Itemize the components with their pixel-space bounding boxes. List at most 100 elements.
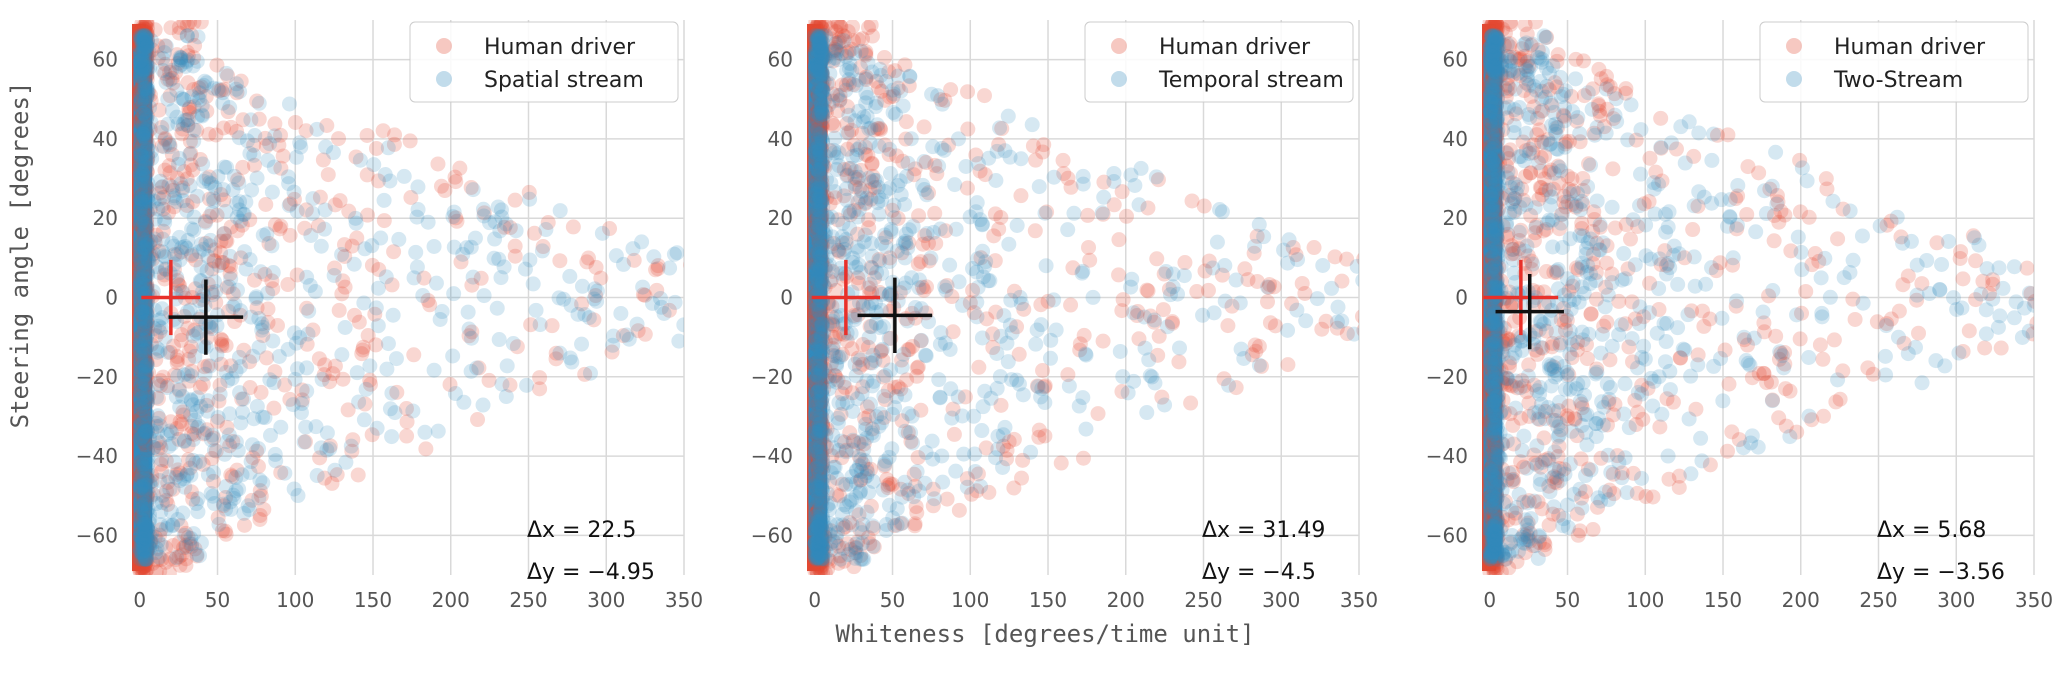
human-driver-point — [831, 242, 847, 258]
human-driver-point — [812, 539, 828, 555]
model-point — [878, 517, 894, 533]
human-driver-point — [814, 191, 830, 207]
human-driver-point — [1489, 531, 1505, 547]
human-driver-point — [837, 379, 853, 395]
model-point — [814, 50, 830, 66]
human-driver-point — [971, 359, 987, 375]
model-point — [838, 49, 854, 65]
human-driver-point — [1968, 253, 1984, 269]
model-point — [810, 49, 826, 65]
human-driver-point — [1025, 138, 1041, 154]
human-driver-point — [1487, 269, 1503, 285]
legend-marker — [436, 38, 452, 54]
model-point — [858, 194, 874, 210]
human-driver-point — [849, 172, 865, 188]
human-driver-point — [144, 42, 160, 58]
human-driver-point — [1569, 428, 1585, 444]
model-point — [948, 463, 964, 479]
model-point — [137, 516, 153, 532]
human-driver-point — [195, 376, 211, 392]
model-point — [923, 250, 939, 266]
human-driver-point — [139, 372, 155, 388]
human-driver-point — [1515, 192, 1531, 208]
human-driver-point — [1488, 464, 1504, 480]
y-tick-label: −40 — [76, 444, 118, 468]
human-driver-point — [157, 132, 173, 148]
model-point — [815, 71, 831, 87]
human-driver-point — [812, 531, 828, 547]
human-driver-point — [1487, 72, 1503, 88]
model-point — [139, 339, 155, 355]
model-point — [134, 228, 150, 244]
model-point — [813, 61, 829, 77]
human-driver-point — [235, 159, 251, 175]
model-point — [137, 551, 153, 567]
model-point — [136, 199, 152, 215]
human-driver-point — [1546, 412, 1562, 428]
model-point — [135, 551, 151, 567]
human-driver-point — [155, 223, 171, 239]
human-driver-point — [132, 216, 148, 232]
model-point — [815, 48, 831, 64]
human-driver-point — [135, 33, 151, 49]
model-point — [232, 194, 248, 210]
human-driver-point — [887, 379, 903, 395]
human-driver-point — [814, 409, 830, 425]
human-driver-point — [1538, 182, 1554, 198]
human-driver-point — [139, 153, 155, 169]
model-point — [810, 142, 826, 158]
human-driver-point — [1573, 451, 1589, 467]
model-point — [656, 305, 672, 321]
model-point — [186, 122, 202, 138]
model-point — [209, 347, 225, 363]
human-driver-point — [945, 401, 961, 417]
human-driver-point — [132, 86, 148, 102]
human-driver-point — [138, 178, 154, 194]
model-point — [133, 535, 149, 551]
model-point — [132, 242, 148, 258]
model-point — [818, 520, 834, 536]
human-driver-point — [1661, 471, 1677, 487]
human-driver-point — [863, 191, 879, 207]
human-driver-point — [1499, 371, 1515, 387]
model-point — [815, 220, 831, 236]
human-driver-point — [813, 65, 829, 81]
human-driver-point — [1484, 173, 1500, 189]
human-driver-point — [133, 188, 149, 204]
model-point — [1131, 197, 1147, 213]
human-driver-point — [368, 337, 384, 353]
model-point — [139, 135, 155, 151]
model-point — [815, 67, 831, 83]
human-driver-point — [134, 344, 150, 360]
model-point — [605, 337, 621, 353]
model-point — [814, 66, 830, 82]
model-point — [814, 44, 830, 60]
human-driver-point — [810, 565, 826, 575]
model-point — [882, 180, 898, 196]
model-point — [808, 262, 824, 278]
human-driver-point — [1484, 553, 1500, 569]
human-driver-point — [1484, 320, 1500, 336]
model-point — [810, 534, 826, 550]
model-point — [185, 58, 201, 74]
human-driver-point — [133, 160, 149, 176]
human-driver-point — [1710, 127, 1726, 143]
model-point — [861, 299, 877, 315]
human-driver-point — [139, 391, 155, 407]
human-driver-point — [810, 282, 826, 298]
human-driver-point — [812, 64, 828, 80]
model-point — [813, 104, 829, 120]
model-point — [890, 177, 906, 193]
model-point — [138, 330, 154, 346]
human-driver-point — [812, 541, 828, 557]
model-point — [137, 366, 153, 382]
human-driver-point — [812, 161, 828, 177]
model-point — [809, 551, 825, 567]
model-point — [265, 333, 281, 349]
human-driver-point — [1574, 396, 1590, 412]
model-point — [134, 478, 150, 494]
model-point — [141, 44, 157, 60]
model-point — [265, 265, 281, 281]
human-driver-point — [861, 220, 877, 236]
model-point — [808, 440, 824, 456]
